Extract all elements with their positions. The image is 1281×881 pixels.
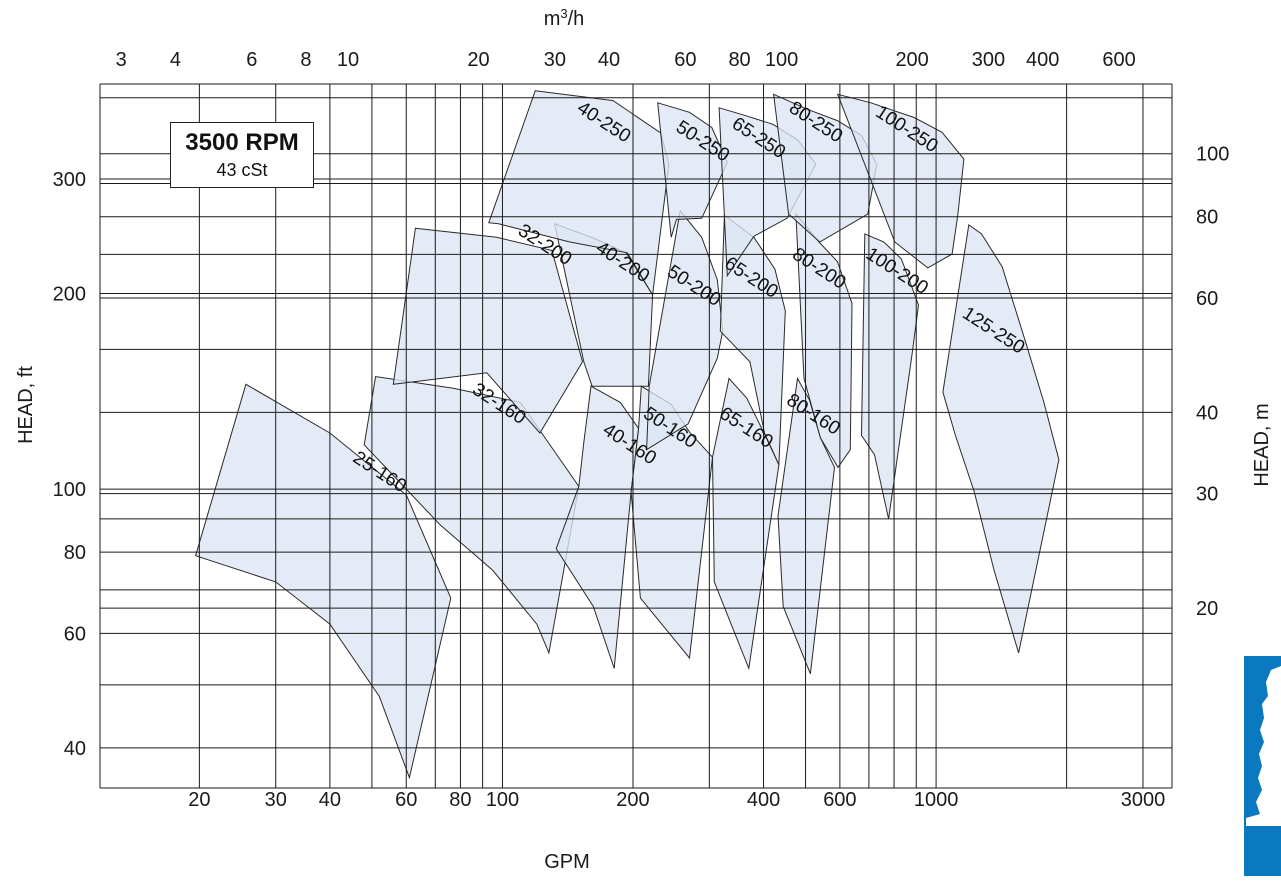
y-left-tick-label: 60: [64, 623, 86, 645]
y-left-tick-label: 200: [53, 283, 86, 305]
x-bottom-tick-label: 30: [265, 789, 287, 811]
x-bottom-tick-label: 80: [449, 789, 471, 811]
x-bottom-tick-label: 1000: [914, 789, 959, 811]
y-right-tick-label: 20: [1196, 598, 1218, 620]
x-bottom-tick-label: 20: [188, 789, 210, 811]
x-top-tick-label: 10: [337, 49, 359, 71]
x-top-tick-label: 100: [765, 49, 798, 71]
x-bottom-tick-label: 400: [747, 789, 780, 811]
x-top-tick-label: 200: [895, 49, 928, 71]
x-top-tick-label: 20: [467, 49, 489, 71]
y-left-tick-label: 40: [64, 738, 86, 760]
x-bottom-tick-label: 100: [486, 789, 519, 811]
y-right-tick-label: 30: [1196, 484, 1218, 506]
zone-40-160: [555, 385, 640, 669]
x-top-tick-label: 400: [1026, 49, 1059, 71]
x-top-tick-label: 80: [728, 49, 750, 71]
x-top-tick-label: 8: [300, 49, 311, 71]
y-left-tick-label: 100: [53, 479, 86, 501]
pump-silhouette-shape: [1246, 666, 1281, 826]
zone-32-160: [363, 376, 580, 655]
y-left-tick-label: 80: [64, 542, 86, 564]
y-left-tick-label: 300: [53, 169, 86, 191]
x-top-axis-title-m: m: [544, 8, 561, 30]
x-top-tick-label: 300: [972, 49, 1005, 71]
x-top-tick-label: 600: [1102, 49, 1135, 71]
x-bottom-axis-title: GPM: [544, 851, 590, 873]
zone-100-200: [860, 233, 920, 520]
zone-40-250: [488, 90, 670, 297]
chart-grid: [99, 83, 1173, 789]
zone-80-200: [795, 212, 853, 469]
y-right-tick-label: 40: [1196, 402, 1218, 424]
y-right-axis-title: HEAD, m: [1251, 403, 1273, 486]
zone-50-250: [657, 102, 728, 238]
viscosity-label: 43 cSt: [216, 160, 268, 180]
zone-65-200: [719, 214, 786, 466]
x-top-tick-label: 4: [170, 49, 181, 71]
zone-50-200: [646, 209, 724, 451]
zone-32-200: [392, 227, 584, 434]
y-right-tick-label: 100: [1196, 144, 1229, 166]
y-right-tick-label: 60: [1196, 288, 1218, 310]
pump-silhouette-icon: [1244, 656, 1281, 876]
x-top-tick-label: 40: [598, 49, 620, 71]
x-bottom-tick-label: 600: [823, 789, 856, 811]
x-bottom-tick-label: 40: [319, 789, 341, 811]
x-top-tick-label: 30: [544, 49, 566, 71]
x-bottom-tick-label: 200: [616, 789, 649, 811]
zone-125-250: [942, 224, 1060, 654]
axis-ticks: 20 30 40 60 80 100 200 400 600 1000 3000 3 4 6 8 10 20 30…: [53, 49, 1230, 811]
x-top-tick-label: 60: [674, 49, 696, 71]
y-left-axis-title: HEAD, ft: [15, 366, 37, 444]
y-right-tick-label: 80: [1196, 207, 1218, 229]
rpm-label: 3500 RPM: [185, 129, 299, 156]
x-top-axis-title: m3/h: [544, 6, 585, 30]
rpm-info-box: 3500 RPM 43 cSt: [170, 122, 314, 188]
zone-25-160: [194, 383, 452, 780]
x-top-axis-title-exp: 3: [560, 6, 567, 21]
x-bottom-tick-label: 3000: [1121, 789, 1166, 811]
x-bottom-tick-label: 60: [395, 789, 417, 811]
x-top-tick-label: 3: [116, 49, 127, 71]
x-top-tick-label: 6: [246, 49, 257, 71]
x-top-axis-title-unit: /h: [568, 8, 585, 30]
axis-titles: m3/h GPM HEAD, ft HEAD, m: [15, 6, 1273, 873]
